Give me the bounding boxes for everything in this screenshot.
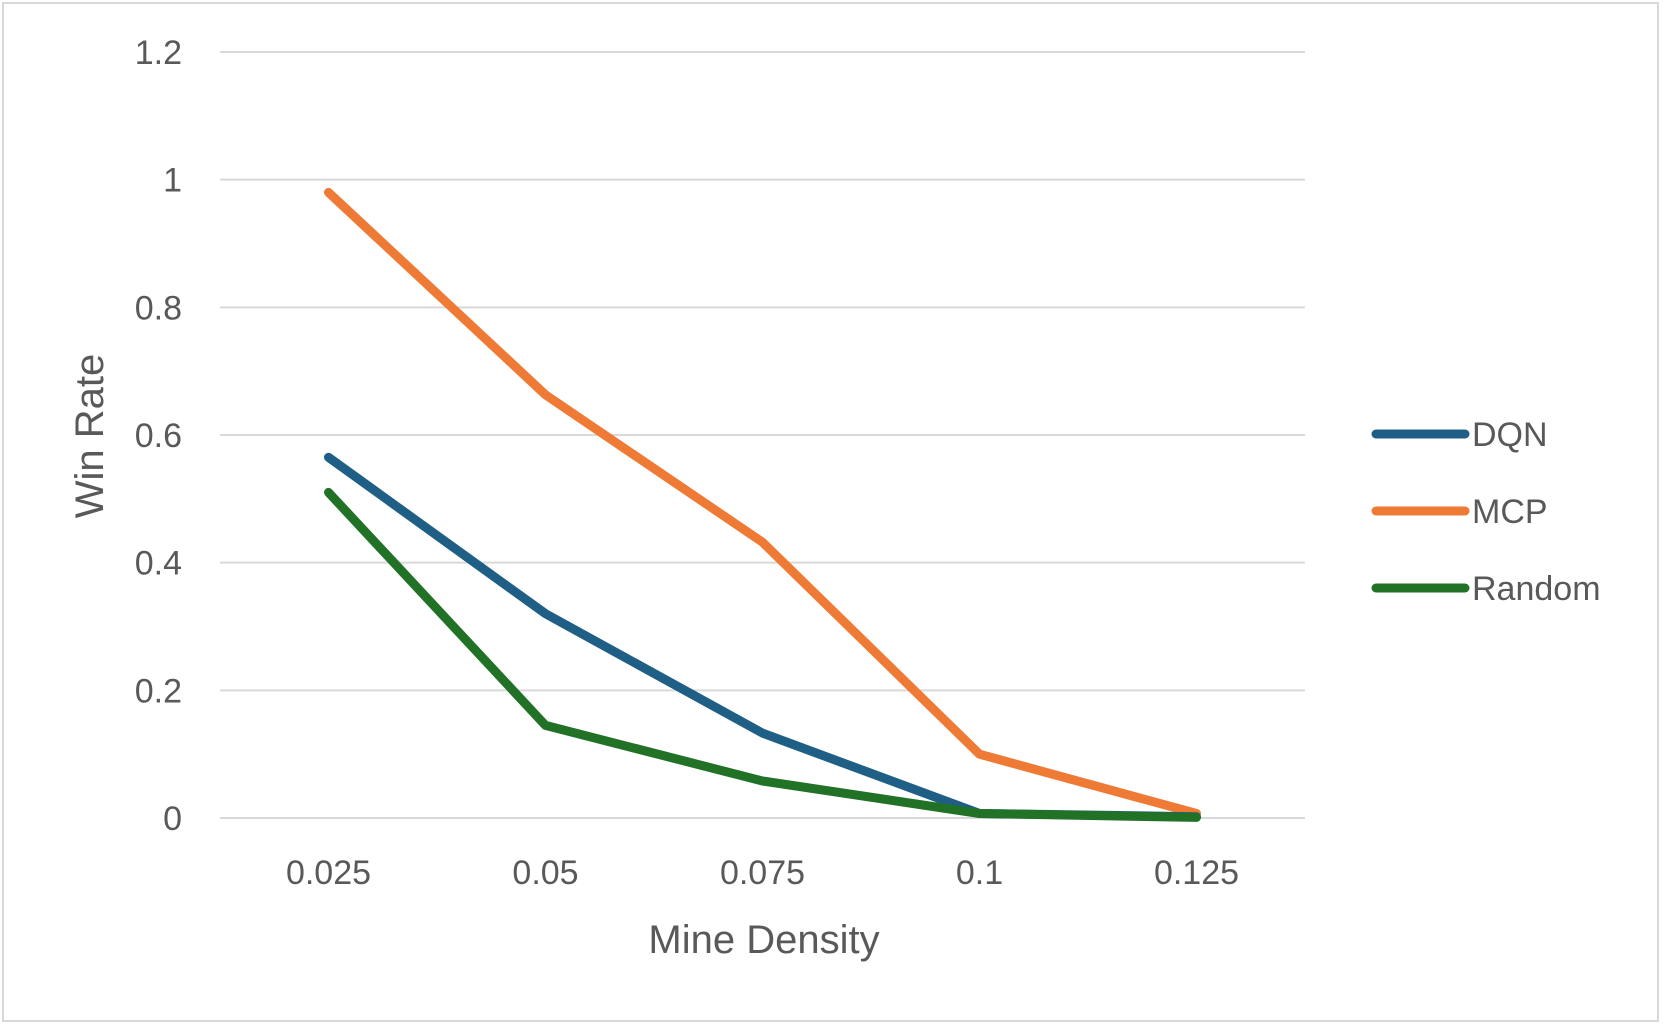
- series-lines: [324, 187, 1201, 822]
- y-tick-label: 0.2: [135, 672, 182, 710]
- legend: DQN MCP Random: [1371, 416, 1601, 608]
- x-tick-label: 0.075: [720, 854, 805, 892]
- y-tick-label: 0.6: [135, 417, 182, 455]
- gridlines: [220, 51, 1305, 819]
- y-tick-label: 1.2: [135, 34, 182, 72]
- legend-label-mcp: MCP: [1472, 493, 1548, 531]
- y-tick-label: 0.4: [135, 545, 182, 583]
- series-line-mcp: [324, 187, 1201, 818]
- y-tick-label: 0: [163, 800, 182, 838]
- legend-label-random: Random: [1472, 570, 1601, 608]
- x-axis-title: Mine Density: [648, 918, 879, 962]
- y-axis-title: Win Rate: [68, 354, 112, 519]
- y-axis-tick-labels: 0 0.2 0.4 0.6 0.8 1 1.2: [135, 34, 182, 838]
- series-line-random: [324, 487, 1201, 822]
- x-tick-label: 0.025: [286, 854, 371, 892]
- x-axis-tick-labels: 0.025 0.05 0.075 0.1 0.125: [286, 854, 1239, 892]
- y-tick-label: 1: [163, 162, 182, 200]
- x-tick-label: 0.1: [956, 854, 1003, 892]
- x-tick-label: 0.125: [1154, 854, 1239, 892]
- y-tick-label: 0.8: [135, 289, 182, 327]
- x-tick-label: 0.05: [512, 854, 578, 892]
- legend-label-dqn: DQN: [1472, 416, 1548, 454]
